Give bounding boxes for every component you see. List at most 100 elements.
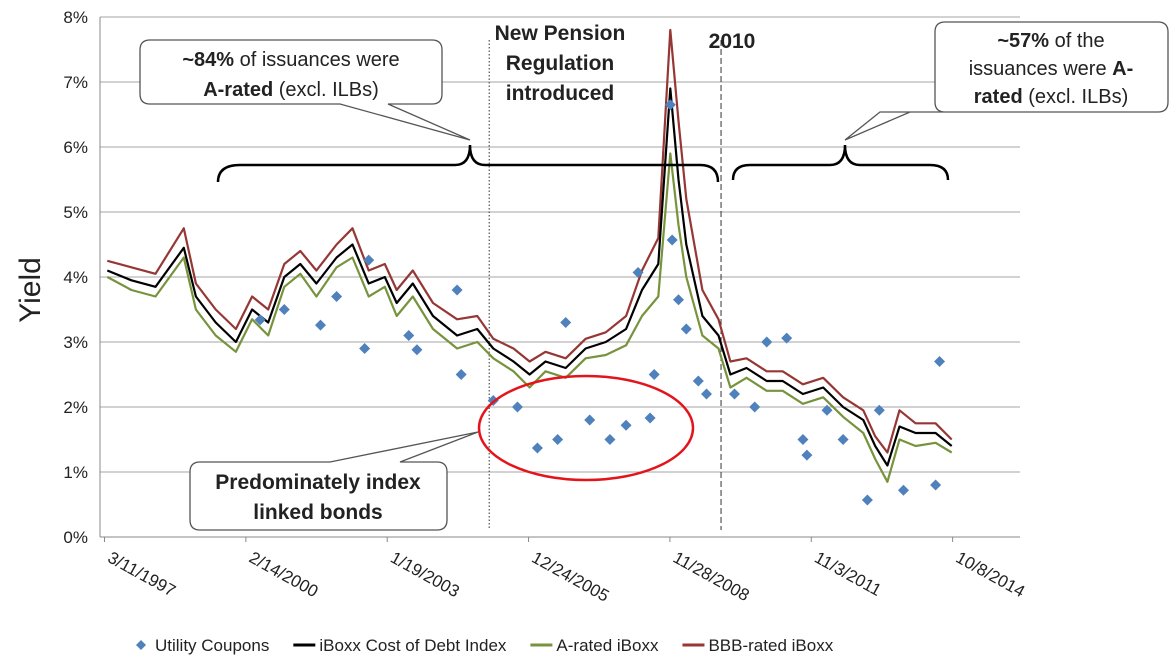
legend-label: A-rated iBoxx — [556, 636, 659, 655]
data-point — [934, 356, 946, 367]
data-point — [632, 266, 644, 278]
data-point — [930, 479, 942, 491]
data-point — [692, 375, 704, 387]
data-point — [749, 401, 761, 413]
annotation: Predominately index — [215, 471, 421, 494]
x-tick-label: 11/28/2008 — [670, 548, 753, 605]
annotation: ~84% of issuances were — [182, 49, 399, 71]
y-tick-label: 1% — [63, 463, 88, 482]
data-point — [363, 254, 375, 266]
legend-label: iBoxx Cost of Debt Index — [319, 636, 507, 655]
data-point — [531, 442, 543, 454]
data-point — [644, 412, 656, 424]
series-line — [106, 87, 953, 467]
data-point — [873, 404, 885, 416]
legend-label: Utility Coupons — [155, 636, 269, 655]
annotation: rated (excl. ILBs) — [974, 86, 1128, 108]
data-point — [584, 414, 596, 426]
data-point — [701, 388, 713, 400]
y-tick-label: 7% — [63, 73, 88, 92]
series-line — [106, 152, 953, 483]
data-point — [673, 294, 685, 306]
annotation: Regulation — [506, 52, 615, 75]
annotation: issuances were A- — [969, 58, 1134, 80]
y-tick-label: 6% — [63, 138, 88, 157]
annotation-text: (excl. ILBs) — [273, 79, 379, 101]
data-point — [254, 314, 266, 326]
data-point — [861, 494, 873, 506]
annotation-text: rated — [974, 86, 1023, 108]
annotation-text: (excl. ILBs) — [1023, 86, 1129, 108]
brace — [216, 144, 720, 183]
annotation-text: introduced — [506, 82, 615, 105]
annotation-text: of the — [1049, 30, 1105, 52]
y-axis-title: Yield — [14, 257, 47, 323]
data-point — [455, 369, 467, 380]
annotation-text: Regulation — [506, 52, 615, 75]
x-tick-label: 12/24/2005 — [529, 548, 613, 606]
y-tick-label: 2% — [63, 398, 88, 417]
annotation: ~57% of the — [997, 30, 1104, 52]
data-point — [604, 434, 616, 445]
annotation: linked bonds — [253, 501, 383, 524]
data-point — [620, 419, 632, 431]
data-point — [837, 434, 849, 445]
annotation-text: ~84% — [182, 49, 234, 71]
annotation: New Pension — [495, 22, 626, 45]
data-point — [781, 332, 793, 344]
data-point — [359, 343, 371, 354]
data-point — [897, 484, 909, 496]
data-point — [648, 369, 660, 380]
annotation-text: ~57% — [997, 30, 1049, 52]
annotation-layer: New Pension Regulation introduced 2010 ~84% … — [182, 22, 1133, 524]
x-tick-label: 1/19/2003 — [387, 548, 462, 601]
x-tick-label: 10/8/2014 — [953, 548, 1028, 601]
x-tick-label: 11/3/2011 — [811, 548, 884, 600]
data-point — [451, 284, 463, 296]
data-point — [331, 291, 343, 302]
series-line — [107, 28, 953, 454]
annotation: 2010 — [709, 30, 756, 53]
legend-marker — [136, 640, 146, 650]
callout-box — [139, 39, 471, 141]
y-tick-label: 8% — [63, 8, 88, 27]
y-tick-label: 3% — [63, 333, 88, 352]
data-point — [666, 234, 678, 246]
data-point — [761, 336, 773, 348]
annotation-text: Predominately index — [215, 471, 421, 494]
data-point — [821, 404, 833, 416]
data-point — [552, 434, 564, 445]
data-point — [411, 344, 423, 356]
annotation-text: issuances were — [969, 58, 1112, 80]
plot-layer: 0% 1% 2% 3% 4% 5% 6% 7% 8% Yield 3/11/1997 2/14/200… — [14, 8, 1028, 655]
data-point — [314, 319, 326, 331]
highlight-ellipse — [477, 374, 695, 482]
brace — [731, 144, 950, 181]
annotation-text: A-rated — [203, 79, 273, 101]
y-tick-label: 5% — [63, 203, 88, 222]
x-tick-label: 2/14/2000 — [246, 548, 321, 601]
callout-box — [844, 21, 1169, 141]
data-point — [729, 388, 741, 400]
annotation-text: A- — [1112, 58, 1133, 80]
x-tick-label: 3/11/1997 — [105, 548, 179, 601]
data-point — [664, 99, 676, 111]
data-point — [797, 434, 809, 445]
y-tick-label: 0% — [63, 528, 88, 547]
data-point — [403, 330, 415, 341]
annotation-text: of issuances were — [234, 49, 400, 71]
legend-label: BBB-rated iBoxx — [708, 636, 833, 655]
data-point — [278, 304, 290, 315]
data-point — [560, 317, 572, 328]
data-point — [511, 401, 523, 413]
annotation: introduced — [506, 82, 615, 105]
data-point — [680, 323, 692, 335]
annotation: A-rated (excl. ILBs) — [203, 79, 379, 101]
annotation-text: linked bonds — [253, 501, 383, 524]
annotation-text: New Pension — [495, 22, 626, 45]
annotation-text: 2010 — [709, 30, 756, 53]
callout-box — [189, 431, 479, 531]
y-tick-label: 4% — [63, 268, 88, 287]
